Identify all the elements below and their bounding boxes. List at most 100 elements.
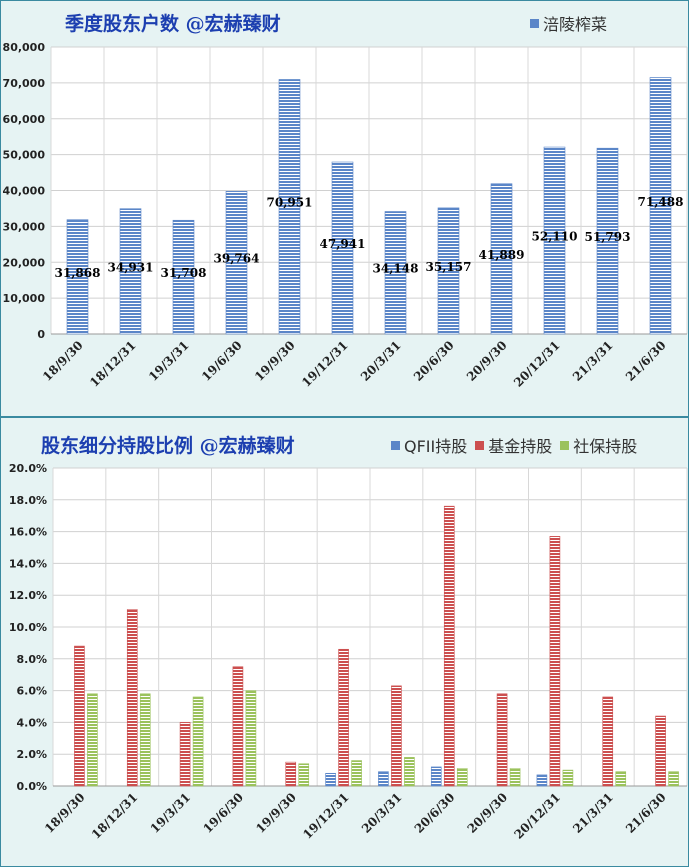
x-tick-label: 19/12/31: [299, 338, 351, 390]
y-tick-label: 20.0%: [9, 462, 47, 475]
x-tick-label: 18/12/31: [89, 790, 141, 842]
y-tick-label: 0.0%: [16, 780, 47, 793]
bar: [496, 693, 508, 787]
bar: [562, 769, 574, 787]
chart2-legend-label-qfii: QFII持股: [404, 437, 468, 456]
bar: [331, 161, 354, 335]
y-tick-label: 60,000: [3, 113, 46, 126]
x-tick-label: 20/9/30: [464, 338, 510, 384]
y-tick-label: 70,000: [3, 77, 46, 90]
data-label: 47,941: [320, 237, 366, 251]
bar: [66, 219, 89, 335]
bar: [655, 715, 666, 787]
x-tick-label: 19/6/30: [199, 338, 245, 384]
chart2-legend-item-qfii: QFII持股: [391, 433, 467, 457]
bar: [225, 191, 248, 335]
bar: [384, 211, 407, 335]
y-tick-label: 80,000: [3, 41, 46, 54]
x-tick-label: 20/9/30: [465, 790, 511, 836]
x-tick-label: 21/3/31: [570, 338, 616, 384]
x-tick-label: 19/3/31: [148, 790, 194, 836]
y-tick-label: 12.0%: [9, 589, 47, 602]
bar: [509, 768, 521, 787]
bar: [87, 693, 98, 787]
data-label: 39,764: [214, 252, 260, 266]
x-tick-label: 21/3/31: [570, 790, 616, 836]
x-tick-label: 20/3/31: [359, 790, 405, 836]
bar: [298, 763, 310, 787]
data-label: 51,793: [585, 230, 631, 244]
bar: [119, 208, 142, 335]
chart1-title: 季度股东户数 @宏赫臻财: [65, 13, 281, 35]
x-tick-label: 19/9/30: [252, 338, 298, 384]
bar: [74, 645, 85, 787]
x-tick-label: 18/9/30: [40, 338, 86, 384]
chart2-legend-item-social: 社保持股: [560, 433, 637, 457]
bar: [404, 757, 415, 787]
holding-ratio-panel: 股东细分持股比例 @宏赫臻财 QFII持股 基金持股 社保持股 0.0% 2.0%…: [0, 417, 689, 867]
bar: [456, 768, 468, 787]
bar: [245, 690, 257, 787]
x-tick-label: 20/12/31: [511, 338, 563, 390]
bar: [325, 772, 336, 787]
bar: [285, 761, 297, 787]
data-label: 34,148: [373, 262, 419, 276]
bar: [596, 147, 619, 335]
bar: [543, 146, 566, 335]
chart1-legend-label: 涪陵榨菜: [543, 15, 608, 34]
chart2-legend-label-social: 社保持股: [573, 437, 638, 456]
y-tick-label: 0: [37, 328, 45, 341]
bar: [139, 693, 151, 787]
data-label: 52,110: [532, 230, 578, 244]
bar: [536, 774, 548, 787]
bar: [602, 696, 614, 787]
x-tick-label: 21/6/30: [623, 338, 669, 384]
bar: [378, 771, 389, 787]
shareholder-count-panel: 季度股东户数 @宏赫臻财 涪陵榨菜 0 10,000 20,000 30,000 40,…: [0, 0, 689, 417]
data-label: 41,889: [479, 248, 525, 262]
chart2-legend: QFII持股 基金持股 社保持股: [391, 433, 645, 457]
bar: [430, 766, 442, 787]
x-tick-label: 20/12/31: [512, 790, 564, 842]
y-tick-label: 6.0%: [16, 685, 47, 698]
data-label: 31,708: [161, 266, 207, 280]
y-tick-label: 10.0%: [9, 621, 47, 634]
bar: [668, 771, 679, 787]
y-tick-label: 18.0%: [9, 494, 47, 507]
data-label: 31,868: [55, 266, 101, 280]
bar: [179, 722, 191, 787]
bar: [649, 77, 672, 335]
x-tick-label: 18/12/31: [87, 338, 139, 390]
y-tick-label: 10,000: [3, 292, 46, 305]
bar: [172, 219, 195, 335]
x-tick-label: 18/9/30: [42, 790, 88, 836]
y-tick-label: 4.0%: [16, 716, 47, 729]
y-tick-label: 20,000: [3, 256, 46, 269]
data-label: 35,157: [426, 260, 472, 274]
bar: [443, 505, 455, 787]
bar: [338, 648, 349, 787]
legend-swatch-red: [475, 440, 485, 450]
legend-swatch-green: [560, 440, 570, 450]
bar: [490, 183, 513, 335]
x-tick-label: 19/6/30: [200, 790, 246, 836]
x-tick-label: 21/6/30: [623, 790, 669, 836]
bar: [391, 685, 402, 787]
data-label: 70,951: [267, 196, 313, 210]
bar: [126, 609, 138, 787]
data-label: 34,931: [108, 260, 154, 274]
legend-swatch-blue: [530, 18, 539, 28]
bar: [549, 536, 561, 787]
chart1-legend: 涪陵榨菜: [530, 11, 615, 35]
bar: [351, 760, 362, 787]
chart1-legend-item: 涪陵榨菜: [530, 11, 607, 35]
bar: [278, 79, 301, 335]
chart2-title: 股东细分持股比例 @宏赫臻财: [41, 435, 295, 457]
chart2-svg: 0.0% 2.0% 4.0% 6.0% 8.0% 10.0% 12.0% 14.0% 16.0%…: [9, 462, 688, 842]
data-label: 71,488: [638, 195, 684, 209]
y-tick-label: 2.0%: [16, 748, 47, 761]
chart2-legend-label-fund: 基金持股: [488, 437, 553, 456]
bar: [615, 771, 627, 787]
chart2-legend-item-fund: 基金持股: [475, 433, 552, 457]
y-tick-label: 30,000: [3, 220, 46, 233]
